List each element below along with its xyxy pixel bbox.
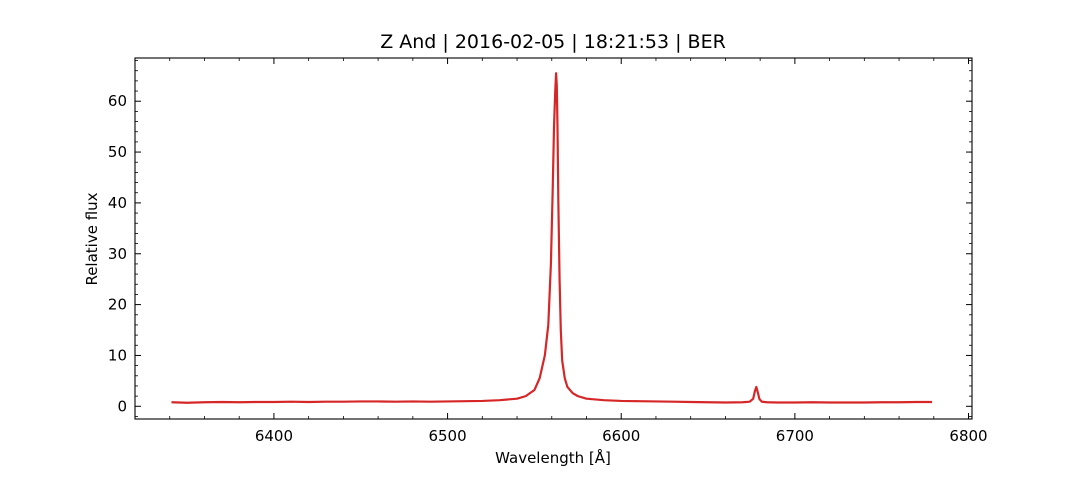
y-axis-label: Relative flux [83,192,101,285]
x-tick-label: 6800 [949,427,987,445]
axes-frame [134,57,973,420]
x-tick-label: 6600 [602,427,640,445]
x-tick-label: 6400 [255,427,293,445]
plot-area [171,72,933,404]
y-tick-label: 30 [108,245,127,263]
x-tick-label: 6700 [776,427,814,445]
chart-title: Z And | 2016-02-05 | 18:21:53 | BER [380,31,726,53]
y-tick-label: 50 [108,143,127,161]
y-tick-label: 0 [117,397,127,415]
x-tick-label: 6500 [428,427,466,445]
y-tick-label: 60 [108,92,127,110]
spectrum-series-line [171,72,933,404]
y-tick-label: 10 [108,346,127,364]
x-axis-label: Wavelength [Å] [495,448,611,467]
y-tick-label: 20 [108,296,127,314]
y-tick-label: 40 [108,194,127,212]
